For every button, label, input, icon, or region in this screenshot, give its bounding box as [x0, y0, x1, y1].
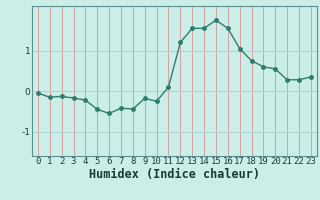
X-axis label: Humidex (Indice chaleur): Humidex (Indice chaleur) — [89, 168, 260, 181]
